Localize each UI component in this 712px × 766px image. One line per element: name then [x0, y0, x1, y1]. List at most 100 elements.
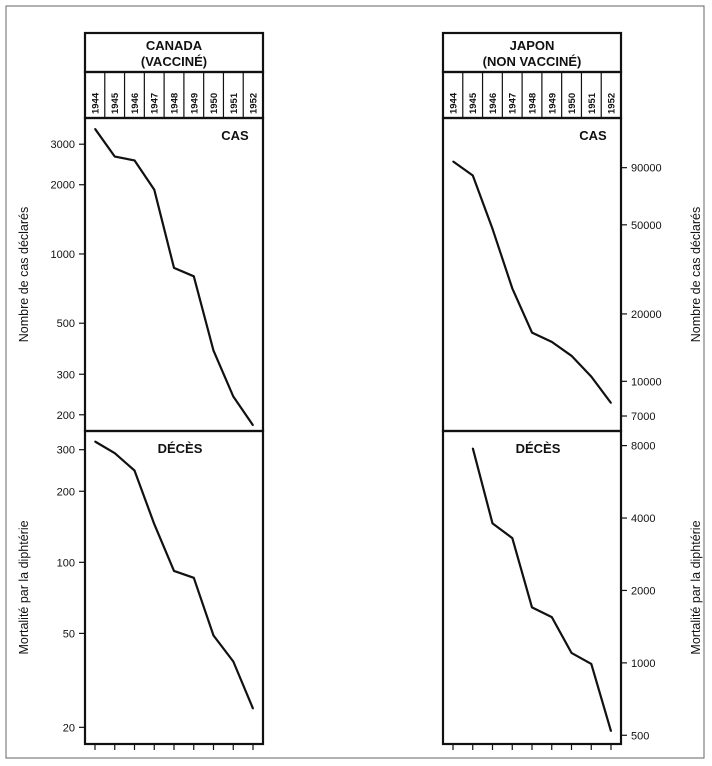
x-tick-label: 1947 — [508, 93, 519, 114]
panel-cas: CAS 90000 50000 20000 10000 7000 Nombre de cas… — [441, 116, 703, 433]
x-tick-label: 1945 — [468, 92, 479, 114]
x-tick-label: 1951 — [229, 92, 240, 114]
x-tick-label: 1949 — [189, 93, 200, 114]
data-point — [252, 424, 254, 427]
data-point — [94, 440, 96, 443]
data-point — [173, 267, 175, 269]
data-point — [511, 287, 514, 290]
figure-frame — [5, 5, 705, 759]
data-point — [153, 523, 156, 526]
data-point — [610, 730, 612, 732]
y-axis-label: Nombre de cas déclarés — [689, 207, 703, 342]
x-tick-label: 1950 — [567, 93, 578, 114]
x-tick-label: 1946 — [488, 93, 499, 114]
y-tick-label: 500 — [631, 730, 649, 742]
panel-label: DÉCÈS — [158, 441, 203, 456]
chart-canada: CANADA(VACCINÉ) 1944 1945 1946 1947 1948 1949 1… — [17, 31, 265, 750]
y-tick-label: 2000 — [631, 585, 655, 597]
data-point — [173, 570, 175, 572]
x-tick-label: 1944 — [90, 92, 101, 114]
y-tick-label: 2000 — [51, 180, 75, 192]
data-point — [511, 537, 514, 539]
data-point — [491, 522, 494, 525]
x-tick-label: 1948 — [170, 93, 181, 114]
series-line — [94, 128, 254, 426]
panel-deces: DÉCÈS 8000 4000 2000 1000 500 Mortalité par la… — [441, 429, 703, 746]
data-point — [531, 331, 533, 334]
chart-subtitle: (VACCINÉ) — [141, 54, 207, 69]
x-tick-label: 1948 — [528, 93, 539, 114]
panel-frame — [441, 116, 623, 433]
data-point — [232, 660, 235, 663]
y-tick-label: 8000 — [631, 441, 655, 453]
y-tick-label: 50000 — [631, 220, 662, 232]
y-tick-label: 200 — [57, 410, 75, 422]
panel-label: DÉCÈS — [516, 441, 561, 456]
panel-label: CAS — [579, 128, 607, 143]
x-tick-label: 1951 — [587, 92, 598, 114]
y-tick-label: 10000 — [631, 376, 662, 388]
data-point — [550, 616, 553, 618]
series-line — [94, 440, 255, 710]
panel-deces: DÉCÈS 300 200 100 50 20 Mortalité par la dipht… — [17, 429, 265, 746]
y-axis-label: Nombre de cas déclarés — [17, 207, 31, 342]
y-axis-label: Mortalité par la diphtérie — [17, 520, 31, 654]
chart-title: JAPON — [510, 38, 555, 53]
y-tick-label: 50 — [63, 628, 75, 640]
data-point — [113, 452, 116, 454]
y-tick-label: 1000 — [51, 249, 75, 261]
y-tick-label: 100 — [57, 557, 75, 569]
data-point — [212, 349, 215, 352]
data-point — [570, 652, 573, 654]
panel-frame — [83, 116, 265, 433]
y-tick-label: 20000 — [631, 309, 662, 321]
y-tick-label: 7000 — [631, 411, 655, 423]
y-tick-label: 90000 — [631, 163, 662, 175]
x-tick-label: 1947 — [150, 93, 161, 114]
data-point — [133, 469, 136, 472]
x-tick-label: 1952 — [249, 93, 260, 114]
panel-cas: CAS 3000 2000 1000 500 300 200 Nombre de cas dé… — [17, 116, 265, 433]
data-point — [153, 189, 156, 191]
chart-title: CANADA — [146, 38, 203, 53]
x-tick-label: 1949 — [547, 93, 558, 114]
data-point — [452, 160, 454, 163]
y-tick-label: 4000 — [631, 513, 655, 525]
data-point — [570, 355, 573, 357]
y-tick-label: 3000 — [51, 139, 75, 151]
x-tick-label: 1945 — [110, 92, 121, 114]
y-tick-label: 200 — [57, 486, 75, 498]
data-point — [491, 227, 494, 230]
y-tick-label: 20 — [63, 722, 75, 734]
data-point — [212, 634, 215, 637]
y-tick-label: 300 — [57, 445, 75, 457]
data-point — [471, 447, 474, 450]
y-tick-label: 1000 — [631, 658, 655, 670]
y-tick-label: 500 — [57, 318, 75, 330]
data-point — [471, 174, 474, 177]
data-point — [113, 155, 116, 158]
data-point — [590, 663, 593, 665]
x-tick-label: 1950 — [209, 93, 220, 114]
panel-label: CAS — [221, 128, 249, 143]
panel-frame — [83, 429, 265, 746]
panel-frame — [441, 429, 623, 746]
data-point — [252, 707, 254, 710]
data-point — [550, 341, 553, 343]
y-tick-label: 300 — [57, 369, 75, 381]
data-point — [232, 395, 235, 398]
data-point — [192, 576, 195, 579]
x-tick-label: 1944 — [448, 92, 459, 114]
series-line — [452, 160, 612, 404]
data-point — [531, 606, 533, 609]
data-point — [610, 402, 612, 404]
chart-japon: JAPON(NON VACCINÉ) 1944 1945 1946 1947 1948 19… — [441, 31, 703, 750]
x-tick-label: 1946 — [130, 93, 141, 114]
data-point — [590, 375, 593, 378]
y-axis-label: Mortalité par la diphtérie — [689, 520, 703, 654]
data-point — [133, 159, 136, 162]
series-line — [471, 447, 613, 732]
x-tick-label: 1952 — [607, 93, 618, 114]
data-point — [192, 275, 195, 278]
